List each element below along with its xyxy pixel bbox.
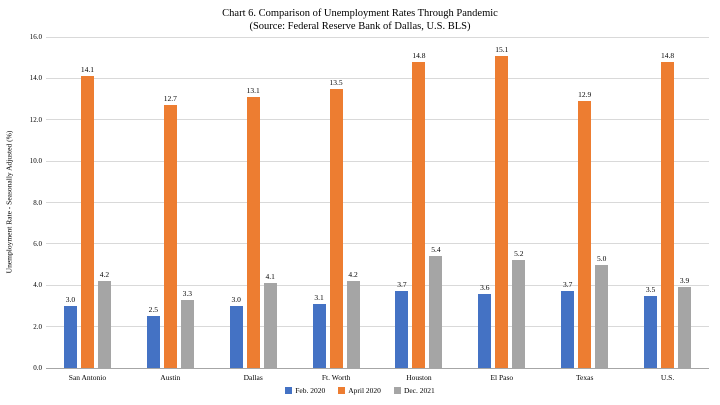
gridline: [46, 36, 709, 38]
y-tick-label: 4.0: [33, 281, 42, 290]
bar-value-label: 14.1: [80, 65, 94, 75]
bar-april-2020: 13.5: [330, 78, 343, 368]
x-category-label: Austin: [160, 373, 181, 382]
bar-april-2020: 13.1: [247, 86, 260, 368]
bar-value-label: 13.5: [329, 77, 343, 87]
legend-swatch-icon: [338, 387, 346, 394]
legend-swatch-icon: [285, 387, 293, 394]
bar-group-houston: 3.7 14.8 5.4: [378, 37, 461, 368]
bar-value-label: 3.3: [182, 288, 192, 298]
bar-value-label: 12.9: [578, 90, 592, 100]
bar-value-label: 3.1: [314, 292, 324, 302]
bar-april-2020: 14.8: [412, 51, 426, 368]
bar-value-label: 3.9: [679, 276, 690, 286]
bar-april-2020: 14.1: [81, 65, 94, 368]
bar-feb-2020: 2.5: [146, 305, 160, 368]
y-tick-label: 2.0: [33, 322, 42, 331]
x-category-label: Dallas: [243, 373, 263, 382]
bar-group-dallas: 3.0 13.1 4.1: [212, 37, 295, 368]
gridline: [46, 202, 709, 203]
bar-value-label: 5.0: [597, 253, 607, 263]
bar-dec-2021: 5.4: [429, 245, 443, 368]
gridline: [46, 326, 709, 328]
legend-label: Dec. 2021: [403, 386, 435, 395]
gridline: [46, 119, 709, 121]
bar-dec-2021: 4.2: [97, 270, 111, 368]
bar-value-label: 3.0: [231, 294, 241, 304]
x-category-label: U.S.: [660, 373, 675, 382]
bar-value-label: 4.2: [99, 270, 110, 280]
gridline: [46, 160, 709, 162]
bar-april-2020: 12.9: [578, 90, 591, 368]
bar-group-el-paso: 3.6 15.1 5.2: [460, 37, 543, 368]
bar-value-label: 3.0: [65, 294, 76, 304]
bar-value-label: 4.2: [348, 270, 358, 280]
gridline: [46, 77, 709, 79]
bar-value-label: 3.6: [480, 282, 490, 292]
chart-title: Chart 6. Comparison of Unemployment Rate…: [222, 8, 498, 19]
bar-value-label: 5.2: [514, 249, 524, 259]
x-category-label: San Antonio: [68, 373, 107, 382]
bar-value-label: 13.1: [246, 86, 260, 95]
bar-dec-2021: 5.0: [595, 254, 609, 368]
bar-dec-2021: 5.2: [512, 249, 526, 368]
bar-feb-2020: 3.0: [63, 295, 77, 368]
legend-label: April 2020: [348, 386, 381, 395]
legend: Feb. 2020 April 2020 Dec. 2021: [0, 386, 720, 395]
bar-feb-2020: 3.7: [395, 280, 409, 368]
legend-item-dec-2021: Dec. 2021: [393, 386, 435, 395]
y-tick-label: 8.0: [33, 198, 42, 207]
gridline: [46, 284, 709, 286]
x-axis-line: [46, 368, 709, 369]
bar-feb-2020: 3.6: [478, 283, 492, 368]
bar-dec-2021: 4.2: [346, 270, 360, 368]
y-tick-label: 0.0: [33, 364, 42, 372]
x-category-label: Houston: [406, 373, 432, 382]
legend-swatch-icon: [393, 387, 401, 394]
bar-dec-2021: 4.1: [263, 272, 277, 368]
bar-group-san-antonio: 3.0 14.1 4.2: [46, 37, 129, 368]
y-tick-label: 14.0: [29, 74, 42, 83]
bar-dec-2021: 3.3: [180, 289, 194, 368]
legend-item-april-2020: April 2020: [338, 386, 381, 395]
bar-group-texas: 3.7 12.9 5.0: [543, 37, 626, 368]
bar-value-label: 15.1: [495, 44, 509, 54]
bar-value-label: 5.4: [431, 245, 441, 255]
legend-label: Feb. 2020: [295, 386, 326, 395]
bar-value-label: 14.8: [661, 50, 675, 60]
bar-april-2020: 14.8: [661, 51, 674, 368]
bar-value-label: 3.5: [645, 284, 656, 294]
chart-title-block: Chart 6. Comparison of Unemployment Rate…: [0, 7, 720, 33]
bar-group-austin: 2.5 12.7 3.3: [129, 37, 212, 368]
bar-value-label: 3.7: [563, 280, 573, 290]
x-category-label: Ft. Worth: [321, 373, 351, 382]
bar-group-u-s-: 3.5 14.8 3.9: [626, 37, 709, 368]
bar-value-label: 3.7: [397, 280, 407, 290]
x-category-label: Texas: [575, 373, 594, 382]
gridline: [46, 243, 709, 245]
bar-value-label: 2.5: [148, 305, 158, 315]
bar-dec-2021: 3.9: [678, 276, 692, 368]
y-tick-label: 12.0: [29, 115, 42, 124]
bar-april-2020: 15.1: [495, 45, 508, 368]
y-tick-label: 16.0: [29, 33, 42, 41]
y-tick-label: 10.0: [29, 157, 42, 166]
y-tick-label: 6.0: [33, 239, 42, 248]
bar-value-label: 4.1: [265, 272, 275, 282]
bar-feb-2020: 3.7: [561, 280, 575, 368]
bar-group-ft-worth: 3.1 13.5 4.2: [295, 37, 378, 368]
bar-value-label: 12.7: [163, 94, 177, 104]
chart-subtitle: (Source: Federal Reserve Bank of Dallas,…: [249, 21, 471, 32]
legend-item-feb-2020: Feb. 2020: [285, 386, 325, 395]
bar-april-2020: 12.7: [164, 94, 177, 368]
bar-feb-2020: 3.5: [644, 285, 658, 368]
plot-area: 3.0 14.1 4.2 2.5 12.7 3.3 3.0 13.1 4.1 3.1 13.5 4.2…: [46, 36, 709, 369]
bar-feb-2020: 3.0: [229, 295, 243, 368]
x-category-label: El Paso: [490, 373, 514, 382]
bar-feb-2020: 3.1: [312, 293, 326, 368]
bar-value-label: 14.8: [412, 50, 426, 60]
